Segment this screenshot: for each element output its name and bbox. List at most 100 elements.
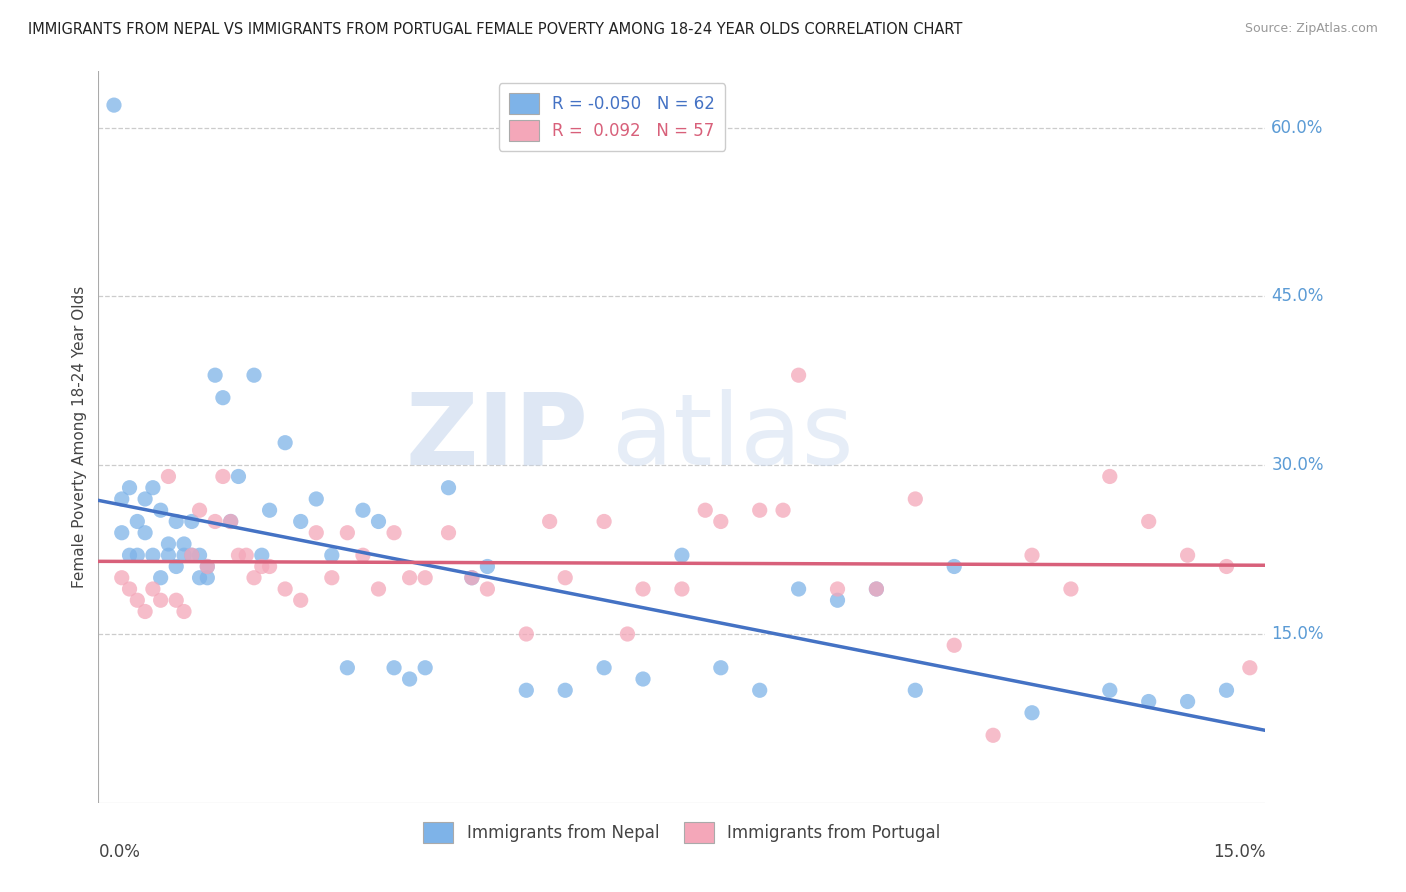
Point	[149, 571, 172, 585]
Point	[748, 503, 770, 517]
Point	[631, 672, 654, 686]
Point	[180, 515, 202, 529]
Text: 30.0%: 30.0%	[1271, 456, 1323, 475]
Point	[180, 548, 202, 562]
Point	[461, 571, 484, 585]
Point	[865, 582, 887, 596]
Point	[173, 605, 195, 619]
Point	[188, 548, 211, 562]
Point	[593, 661, 616, 675]
Legend: Immigrants from Nepal, Immigrants from Portugal: Immigrants from Nepal, Immigrants from P…	[416, 815, 948, 849]
Point	[827, 582, 849, 596]
Point	[352, 503, 374, 517]
Point	[593, 515, 616, 529]
Point	[865, 582, 887, 596]
Point	[382, 525, 405, 540]
Point	[173, 548, 195, 562]
Point	[235, 548, 257, 562]
Point	[554, 683, 576, 698]
Point	[165, 593, 187, 607]
Point	[787, 368, 810, 383]
Point	[212, 469, 235, 483]
Point	[904, 683, 927, 698]
Point	[290, 593, 312, 607]
Point	[1177, 694, 1199, 708]
Point	[515, 627, 537, 641]
Point	[631, 582, 654, 596]
Point	[188, 503, 211, 517]
Point	[274, 435, 297, 450]
Point	[413, 571, 436, 585]
Point	[1060, 582, 1083, 596]
Point	[515, 683, 537, 698]
Point	[352, 548, 374, 562]
Point	[710, 515, 733, 529]
Point	[461, 571, 484, 585]
Point	[671, 582, 693, 596]
Point	[1177, 548, 1199, 562]
Point	[149, 503, 172, 517]
Text: 45.0%: 45.0%	[1271, 287, 1323, 305]
Point	[336, 661, 359, 675]
Point	[195, 559, 218, 574]
Point	[437, 481, 460, 495]
Point	[127, 593, 149, 607]
Point	[259, 503, 281, 517]
Point	[787, 582, 810, 596]
Point	[367, 515, 389, 529]
Point	[212, 391, 235, 405]
Point	[134, 525, 156, 540]
Point	[1137, 694, 1160, 708]
Point	[382, 661, 405, 675]
Point	[157, 469, 180, 483]
Point	[195, 571, 218, 585]
Point	[477, 582, 499, 596]
Point	[710, 661, 733, 675]
Point	[134, 605, 156, 619]
Point	[118, 582, 141, 596]
Point	[477, 559, 499, 574]
Point	[118, 548, 141, 562]
Point	[157, 537, 180, 551]
Point	[250, 548, 273, 562]
Point	[827, 593, 849, 607]
Point	[437, 525, 460, 540]
Point	[616, 627, 638, 641]
Y-axis label: Female Poverty Among 18-24 Year Olds: Female Poverty Among 18-24 Year Olds	[72, 286, 87, 588]
Point	[413, 661, 436, 675]
Point	[228, 548, 250, 562]
Point	[1098, 683, 1121, 698]
Point	[367, 582, 389, 596]
Point	[554, 571, 576, 585]
Point	[188, 571, 211, 585]
Point	[250, 559, 273, 574]
Point	[274, 582, 297, 596]
Point	[165, 559, 187, 574]
Point	[111, 491, 134, 506]
Point	[538, 515, 561, 529]
Point	[195, 559, 218, 574]
Point	[1021, 548, 1043, 562]
Point	[336, 525, 359, 540]
Point	[305, 525, 328, 540]
Text: atlas: atlas	[612, 389, 853, 485]
Point	[118, 481, 141, 495]
Point	[290, 515, 312, 529]
Point	[127, 548, 149, 562]
Point	[103, 98, 125, 112]
Point	[219, 515, 242, 529]
Point	[142, 481, 165, 495]
Point	[1215, 683, 1237, 698]
Point	[748, 683, 770, 698]
Point	[204, 368, 226, 383]
Point	[943, 559, 966, 574]
Point	[904, 491, 927, 506]
Text: 15.0%: 15.0%	[1213, 843, 1265, 861]
Text: IMMIGRANTS FROM NEPAL VS IMMIGRANTS FROM PORTUGAL FEMALE POVERTY AMONG 18-24 YEA: IMMIGRANTS FROM NEPAL VS IMMIGRANTS FROM…	[28, 22, 963, 37]
Point	[111, 525, 134, 540]
Point	[671, 548, 693, 562]
Point	[305, 491, 328, 506]
Point	[243, 571, 266, 585]
Text: 0.0%: 0.0%	[98, 843, 141, 861]
Point	[142, 548, 165, 562]
